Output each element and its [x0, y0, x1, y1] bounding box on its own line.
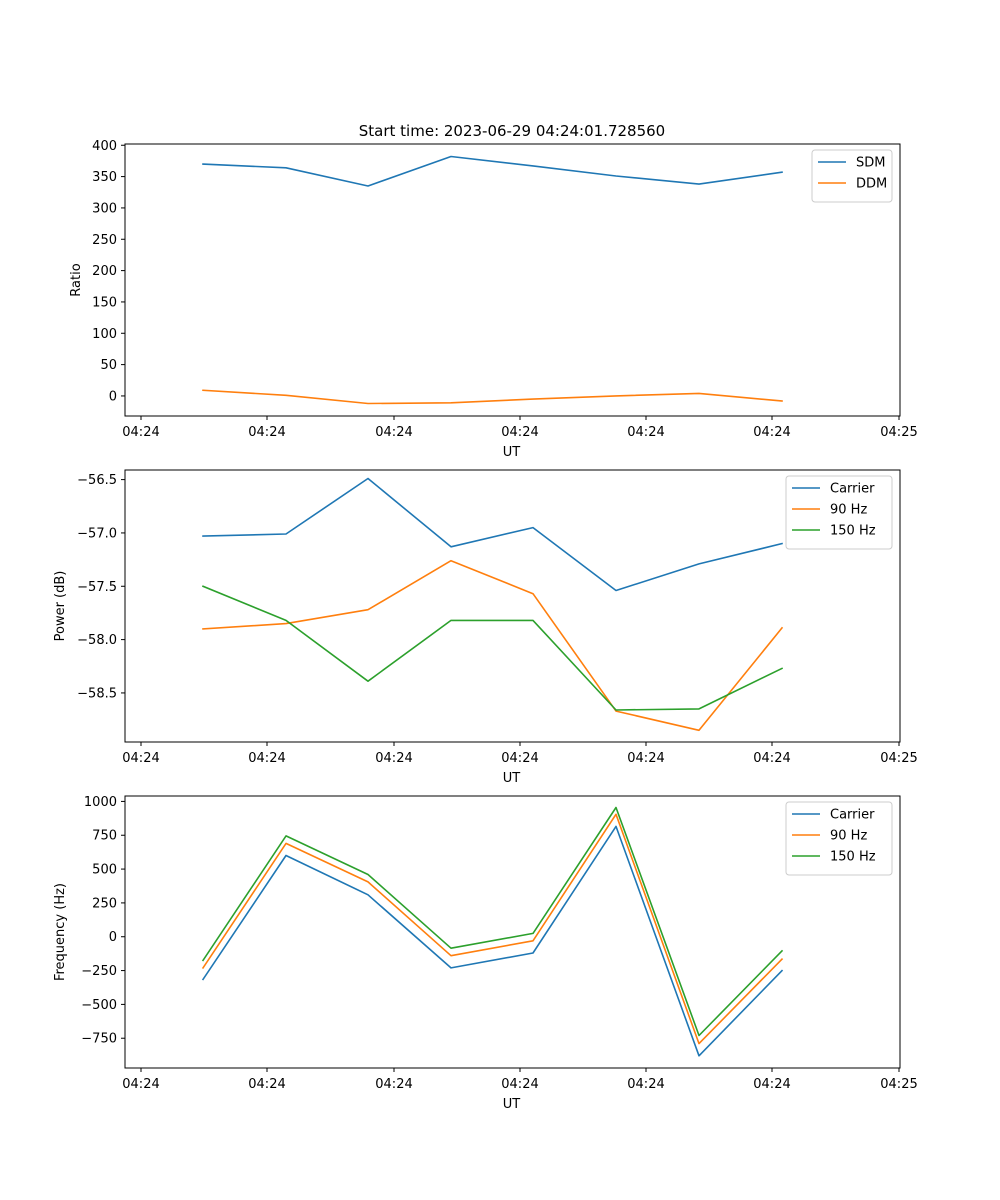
series-line-carrier: [201, 825, 784, 1057]
y-tick-label: −58.0: [77, 633, 117, 648]
subplot-2: 04:24 04:24 04:24 04:24 04:24 04:24 04:25 −58.5…: [53, 469, 918, 786]
legend-label: Carrier: [830, 808, 875, 823]
series-line-90-hz: [202, 559, 784, 732]
x-tick-label: 04:24: [248, 1077, 285, 1092]
subplots-container: 04:24 04:24 04:24 04:24 04:24 04:24 04:25 0 50 10…: [53, 139, 918, 1112]
x-axis-label: UT: [503, 771, 521, 786]
axes-frame: [124, 143, 901, 417]
series-line-150-hz: [201, 806, 784, 1037]
series-line-carrier: [202, 477, 783, 592]
x-tick-label: 04:25: [880, 751, 917, 766]
x-tick-label: 04:24: [248, 751, 285, 766]
x-tick-label: 04:24: [375, 751, 412, 766]
y-tick-label: −56.5: [77, 473, 117, 488]
legend-box: [811, 149, 893, 203]
y-tick-label: 150: [92, 295, 117, 310]
y-tick-label: 350: [92, 170, 117, 185]
y-tick-label: 250: [92, 233, 117, 248]
x-tick-label: 04:24: [753, 1077, 790, 1092]
legend-label: 90 Hz: [830, 503, 867, 518]
series-line-sdm: [202, 155, 783, 187]
y-tick-label: −250: [81, 964, 117, 979]
subplot-3: 04:24 04:24 04:24 04:24 04:24 04:24 04:25 −750 −…: [53, 795, 918, 1112]
y-axis-label: Ratio: [69, 263, 84, 296]
x-tick-label: 04:25: [880, 425, 917, 440]
series-line-150-hz: [201, 585, 784, 711]
y-tick-label: −57.0: [77, 526, 117, 541]
y-tick-label: 0: [109, 930, 117, 945]
x-tick-label: 04:24: [627, 1077, 664, 1092]
axes-frame: [124, 795, 901, 1069]
subplot-1: 04:24 04:24 04:24 04:24 04:24 04:24 04:25 0 50 10…: [69, 139, 918, 460]
y-tick-label: 500: [92, 863, 117, 878]
figure-title: Start time: 2023-06-29 04:24:01.728560: [359, 122, 665, 140]
legend-label: DDM: [856, 177, 887, 192]
x-tick-label: 04:24: [375, 1077, 412, 1092]
x-tick-label: 04:24: [627, 425, 664, 440]
x-tick-label: 04:24: [627, 751, 664, 766]
x-tick-label: 04:24: [501, 1077, 538, 1092]
x-axis-label: UT: [503, 445, 521, 460]
legend-label: 150 Hz: [830, 524, 876, 539]
y-tick-label: 300: [92, 201, 117, 216]
y-tick-label: 400: [92, 139, 117, 154]
legend: Carrier 90 Hz 150 Hz: [785, 801, 893, 876]
y-tick-label: −500: [81, 998, 117, 1013]
x-tick-label: 04:24: [122, 425, 159, 440]
x-tick-label: 04:24: [501, 751, 538, 766]
legend-label: SDM: [856, 156, 885, 171]
legend-label: Carrier: [830, 482, 875, 497]
x-tick-label: 04:24: [122, 1077, 159, 1092]
series-line-ddm: [202, 389, 783, 405]
y-axis-label: Power (dB): [53, 571, 68, 642]
y-tick-label: 50: [100, 358, 117, 373]
y-tick-label: 250: [92, 896, 117, 911]
x-tick-label: 04:24: [122, 751, 159, 766]
y-tick-label: 0: [109, 389, 117, 404]
x-tick-label: 04:24: [248, 425, 285, 440]
y-tick-label: 200: [92, 264, 117, 279]
x-tick-label: 04:24: [753, 751, 790, 766]
x-tick-label: 04:25: [880, 1077, 917, 1092]
x-tick-label: 04:24: [753, 425, 790, 440]
y-tick-label: 1000: [84, 795, 117, 810]
y-tick-label: −57.5: [77, 580, 117, 595]
x-tick-label: 04:24: [375, 425, 412, 440]
legend-label: 150 Hz: [830, 850, 876, 865]
y-tick-label: −58.5: [77, 686, 117, 701]
x-axis-label: UT: [503, 1097, 521, 1112]
legend: Carrier 90 Hz 150 Hz: [785, 475, 893, 550]
y-tick-label: −750: [81, 1032, 117, 1047]
legend-label: 90 Hz: [830, 829, 867, 844]
y-axis-label: Frequency (Hz): [53, 883, 68, 981]
x-tick-label: 04:24: [501, 425, 538, 440]
y-tick-label: 100: [92, 327, 117, 342]
series-line-90-hz: [201, 813, 784, 1045]
legend: SDM DDM: [811, 149, 893, 203]
y-tick-label: 750: [92, 829, 117, 844]
axes-frame: [124, 469, 901, 743]
